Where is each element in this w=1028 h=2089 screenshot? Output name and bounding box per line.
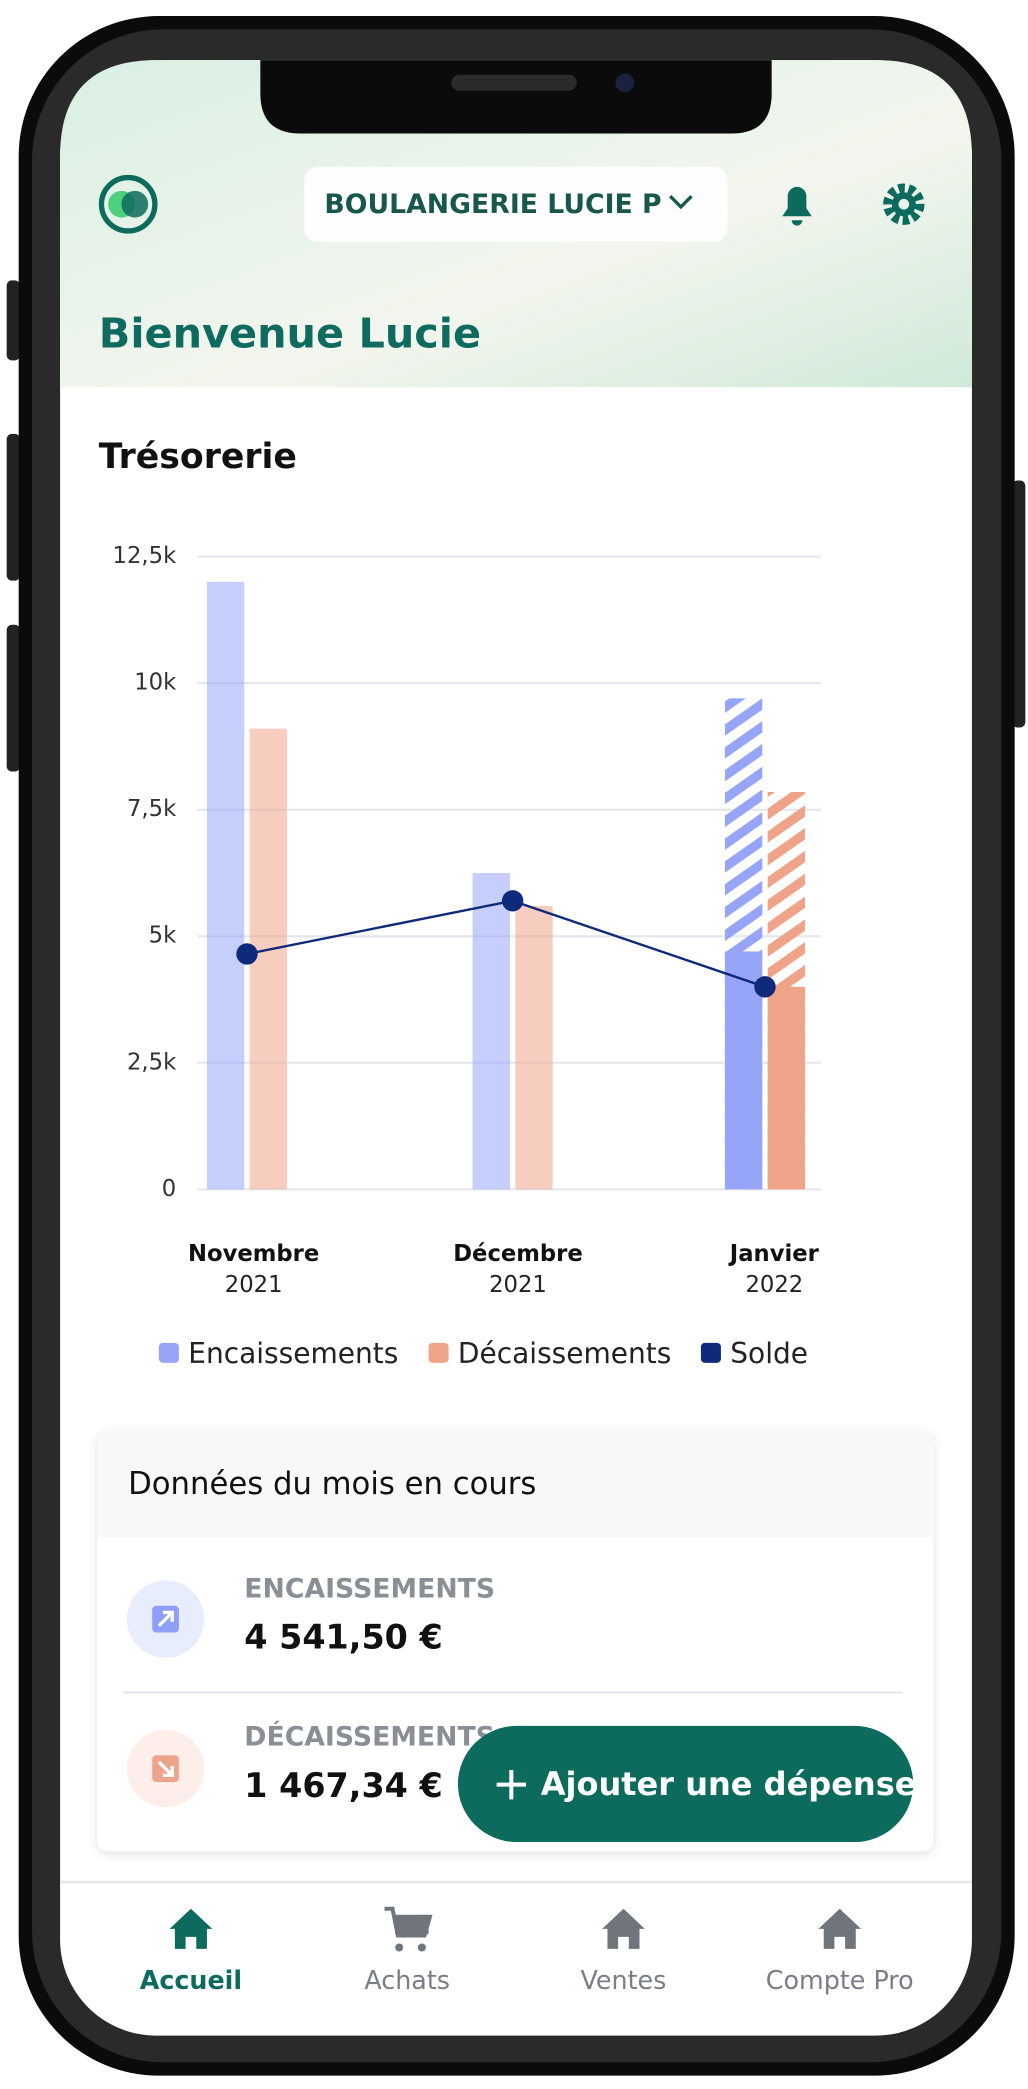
legend-label: Décaissements <box>458 1337 671 1370</box>
y-tick-label: 5k <box>149 923 177 949</box>
nav-purchases[interactable]: Achats <box>364 1906 450 1995</box>
y-tick-label: 2,5k <box>127 1049 177 1075</box>
x-tick-year: 2021 <box>225 1272 283 1298</box>
x-tick-year: 2021 <box>489 1272 547 1298</box>
y-tick-label: 0 <box>162 1176 176 1202</box>
bar <box>767 986 806 1190</box>
point <box>754 976 776 998</box>
company-dropdown[interactable]: BOULANGERIE LUCIE P <box>304 166 728 242</box>
x-tick-label: Novembre <box>188 1241 319 1267</box>
nav-label: Accueil <box>140 1965 242 1995</box>
legend-label: Solde <box>730 1337 808 1370</box>
button-label: Ajouter une dépense <box>541 1765 917 1803</box>
row-label: DÉCAISSEMENTS <box>244 1720 495 1752</box>
legend-swatch <box>158 1342 179 1363</box>
notch <box>260 60 772 134</box>
row-label: ENCAISSEMENTS <box>244 1573 495 1604</box>
notifications-icon[interactable] <box>782 182 812 226</box>
add-expense-button[interactable]: Ajouter une dépense <box>457 1725 917 1843</box>
point <box>501 890 524 912</box>
nav-label: Ventes <box>581 1965 667 1995</box>
x-tick-year: 2022 <box>745 1272 803 1298</box>
card-title: Données du mois en cours <box>128 1467 536 1502</box>
nav-account[interactable]: Compte Pro <box>766 1908 914 1995</box>
nav-label: Achats <box>364 1965 450 1995</box>
nav-sales[interactable]: Ventes <box>581 1908 667 1995</box>
speaker <box>451 74 577 91</box>
bar <box>472 872 510 1190</box>
chart: 0 2,5k 5k 7,5k 10k 12,5k Novembre 2021 Décembre 2… <box>113 543 822 1370</box>
settings-icon[interactable] <box>883 183 925 225</box>
bar <box>206 581 245 1190</box>
company-name: BOULANGERIE LUCIE P <box>324 189 661 220</box>
x-tick-label: Décembre <box>453 1241 583 1267</box>
camera <box>615 73 635 93</box>
nav-label: Compte Pro <box>766 1965 914 1995</box>
x-tick-label: Janvier <box>728 1241 820 1267</box>
bottom-nav: Accueil Achats Ventes Compte Pro <box>140 1906 914 1995</box>
legend-label: Encaissements <box>188 1337 398 1370</box>
bar <box>515 905 553 1190</box>
logo[interactable] <box>98 174 158 234</box>
legend-swatch <box>700 1342 721 1363</box>
row-value: 1 467,34 € <box>244 1766 442 1805</box>
y-tick-label: 10k <box>134 670 177 696</box>
greeting: Bienvenue Lucie <box>99 309 481 357</box>
legend-swatch <box>428 1342 449 1363</box>
point <box>236 943 258 965</box>
y-tick-label: 7,5k <box>127 796 177 822</box>
y-tick-label: 12,5k <box>113 543 178 569</box>
row-value: 4 541,50 € <box>244 1618 442 1657</box>
chart-title: Trésorerie <box>99 437 297 477</box>
